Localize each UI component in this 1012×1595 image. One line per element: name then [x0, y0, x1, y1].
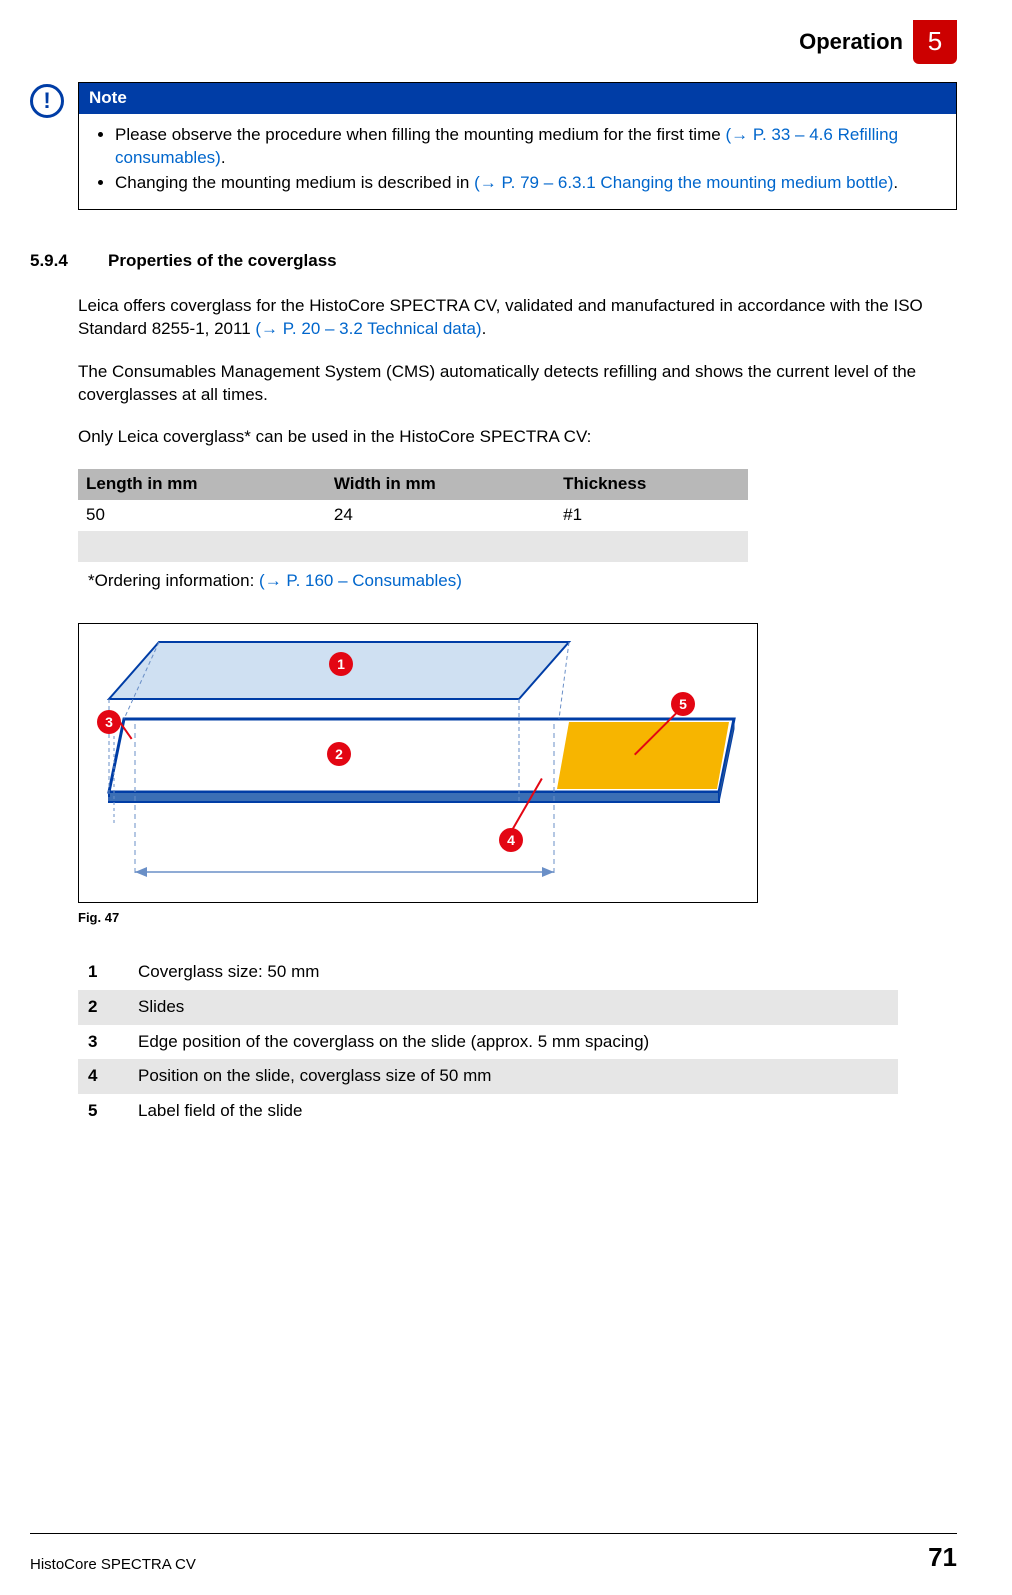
note-icon: !: [30, 84, 64, 118]
xref-link[interactable]: (→ P. 79 – 6.3.1 Changing the mounting m…: [474, 173, 893, 192]
xref-link[interactable]: (→ P. 20 – 3.2 Technical data): [255, 319, 481, 338]
table-header: Thickness: [555, 469, 748, 500]
legend-num: 1: [88, 961, 138, 984]
table-row: 50 24 #1: [78, 500, 748, 531]
note-heading: Note: [79, 83, 956, 114]
callout-5: 5: [671, 692, 695, 716]
legend-num: 4: [88, 1065, 138, 1088]
xref-link[interactable]: (→ P. 160 – Consumables): [259, 571, 462, 590]
note-bullet: Please observe the procedure when fillin…: [115, 124, 942, 170]
legend-text: Slides: [138, 996, 184, 1019]
footer-page: 71: [928, 1540, 957, 1575]
coverglass-table: Length in mm Width in mm Thickness 50 24…: [78, 469, 748, 562]
table-cell: 50: [78, 500, 326, 531]
callout-1: 1: [329, 652, 353, 676]
callout-2: 2: [327, 742, 351, 766]
paragraph: Only Leica coverglass* can be used in th…: [78, 426, 957, 449]
figure-47: 1 2 3 4 5: [78, 623, 758, 903]
header-title: Operation: [799, 27, 903, 57]
figure-legend: 1 Coverglass size: 50 mm 2 Slides 3 Edge…: [78, 955, 898, 1130]
legend-num: 2: [88, 996, 138, 1019]
table-header: Width in mm: [326, 469, 555, 500]
paragraph-text: Leica offers coverglass for the HistoCor…: [78, 296, 923, 338]
legend-num: 5: [88, 1100, 138, 1123]
section-heading: 5.9.4 Properties of the coverglass: [30, 250, 957, 273]
figure-caption: Fig. 47: [78, 909, 957, 927]
note-text: Please observe the procedure when fillin…: [115, 125, 725, 144]
legend-num: 3: [88, 1031, 138, 1054]
table-cell: 24: [326, 500, 555, 531]
legend-row: 1 Coverglass size: 50 mm: [78, 955, 898, 990]
note-text: Changing the mounting medium is describe…: [115, 173, 474, 192]
legend-row: 3 Edge position of the coverglass on the…: [78, 1025, 898, 1060]
footnote-text: *Ordering information:: [88, 571, 259, 590]
note-bullet: Changing the mounting medium is describe…: [115, 172, 942, 195]
legend-text: Coverglass size: 50 mm: [138, 961, 319, 984]
paragraph-text: .: [482, 319, 487, 338]
table-cell: #1: [555, 500, 748, 531]
table-footnote: *Ordering information: (→ P. 160 – Consu…: [88, 570, 957, 593]
page-header: Operation 5: [30, 20, 957, 64]
section-number: 5.9.4: [30, 250, 90, 273]
legend-row: 2 Slides: [78, 990, 898, 1025]
callout-3: 3: [97, 710, 121, 734]
legend-text: Label field of the slide: [138, 1100, 302, 1123]
table-header: Length in mm: [78, 469, 326, 500]
legend-row: 4 Position on the slide, coverglass size…: [78, 1059, 898, 1094]
chapter-badge: 5: [913, 20, 957, 64]
paragraph: The Consumables Management System (CMS) …: [78, 361, 957, 407]
footer-product: HistoCore SPECTRA CV: [30, 1555, 196, 1575]
note-body: Please observe the procedure when fillin…: [79, 114, 956, 209]
note-text: .: [893, 173, 898, 192]
page-footer: HistoCore SPECTRA CV 71: [30, 1533, 957, 1575]
note-block: ! Note Please observe the procedure when…: [30, 82, 957, 210]
paragraph: Leica offers coverglass for the HistoCor…: [78, 295, 957, 341]
legend-text: Position on the slide, coverglass size o…: [138, 1065, 491, 1088]
legend-row: 5 Label field of the slide: [78, 1094, 898, 1129]
legend-text: Edge position of the coverglass on the s…: [138, 1031, 649, 1054]
callout-4: 4: [499, 828, 523, 852]
note-text: .: [221, 148, 226, 167]
table-row: [78, 531, 748, 562]
section-title: Properties of the coverglass: [108, 250, 337, 273]
